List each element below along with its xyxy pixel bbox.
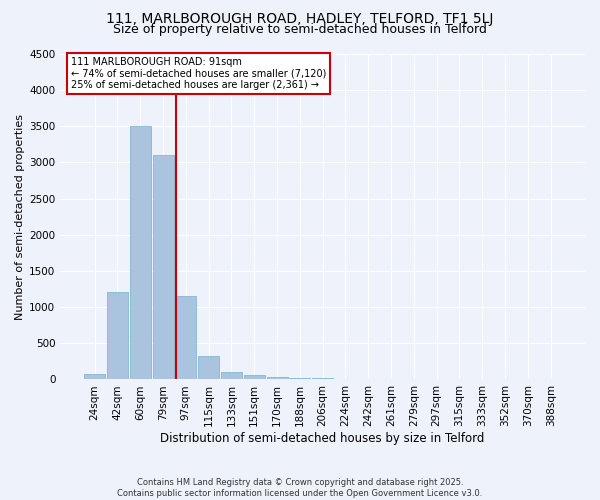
Y-axis label: Number of semi-detached properties: Number of semi-detached properties — [15, 114, 25, 320]
Bar — [244, 376, 265, 380]
Bar — [107, 292, 128, 380]
Bar — [358, 379, 379, 380]
Bar — [152, 154, 173, 380]
Bar — [84, 374, 105, 380]
Bar — [266, 376, 287, 380]
Text: Size of property relative to semi-detached houses in Telford: Size of property relative to semi-detach… — [113, 22, 487, 36]
Bar — [198, 356, 219, 380]
X-axis label: Distribution of semi-detached houses by size in Telford: Distribution of semi-detached houses by … — [160, 432, 485, 445]
Text: 111, MARLBOROUGH ROAD, HADLEY, TELFORD, TF1 5LJ: 111, MARLBOROUGH ROAD, HADLEY, TELFORD, … — [106, 12, 494, 26]
Text: 111 MARLBOROUGH ROAD: 91sqm
← 74% of semi-detached houses are smaller (7,120)
25: 111 MARLBOROUGH ROAD: 91sqm ← 74% of sem… — [71, 58, 326, 90]
Bar — [130, 126, 151, 380]
Bar — [335, 378, 356, 380]
Text: Contains HM Land Registry data © Crown copyright and database right 2025.
Contai: Contains HM Land Registry data © Crown c… — [118, 478, 482, 498]
Bar — [221, 372, 242, 380]
Bar — [175, 296, 196, 380]
Bar — [312, 378, 333, 380]
Bar — [289, 378, 310, 380]
